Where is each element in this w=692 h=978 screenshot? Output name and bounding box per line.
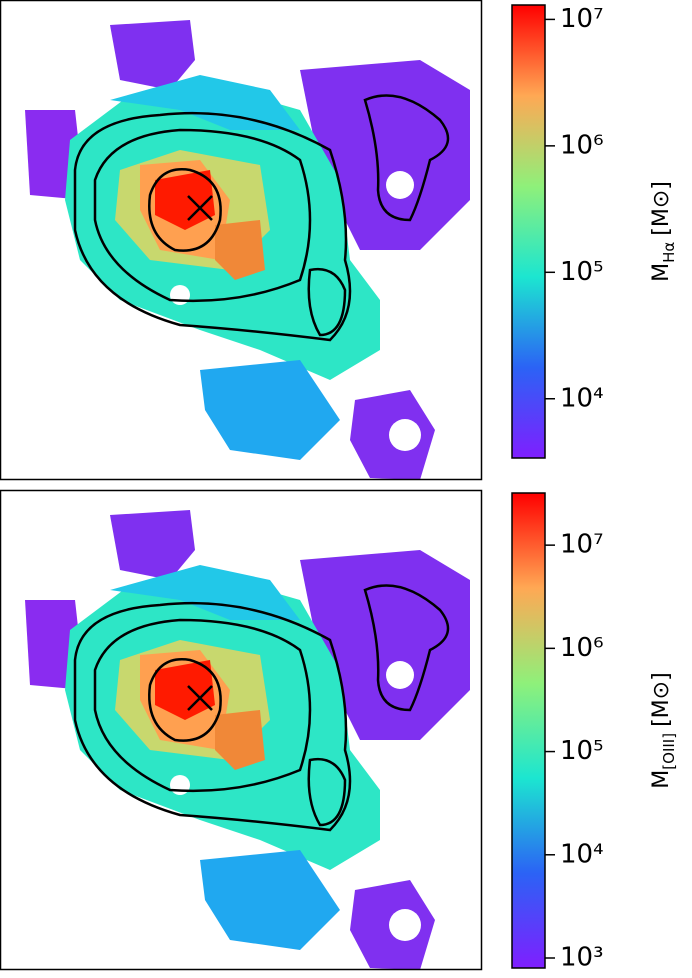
colorbar-tick-label: 10⁴ (560, 839, 604, 869)
colorbar (511, 492, 546, 969)
label-sub: Hα (660, 242, 678, 263)
label-unit: [M⊙] (649, 672, 674, 727)
colorbar (511, 4, 546, 459)
label-main: M (649, 263, 674, 282)
map-panel (0, 0, 484, 482)
label-main: M (649, 770, 674, 789)
colorbar-tick-label: 10⁵ (560, 257, 604, 287)
label-sub: [OIII] (660, 733, 678, 770)
colorbar-tick-label: 10³ (560, 942, 604, 972)
colorbar-tick-label: 10⁶ (560, 633, 604, 663)
colorbar-tick-label: 10⁶ (560, 130, 604, 160)
colorbar-tick-label: 10⁵ (560, 736, 604, 766)
colorbar-label: M[OIII] [M⊙] (649, 672, 678, 788)
colorbar-tick-label: 10⁷ (560, 4, 604, 34)
label-unit: [M⊙] (649, 181, 674, 236)
colorbar-tick-label: 10⁴ (560, 383, 604, 413)
map-panel (0, 488, 484, 972)
colorbar-tick-label: 10⁷ (560, 530, 604, 560)
colorbar-label: MHα [M⊙] (649, 181, 678, 282)
